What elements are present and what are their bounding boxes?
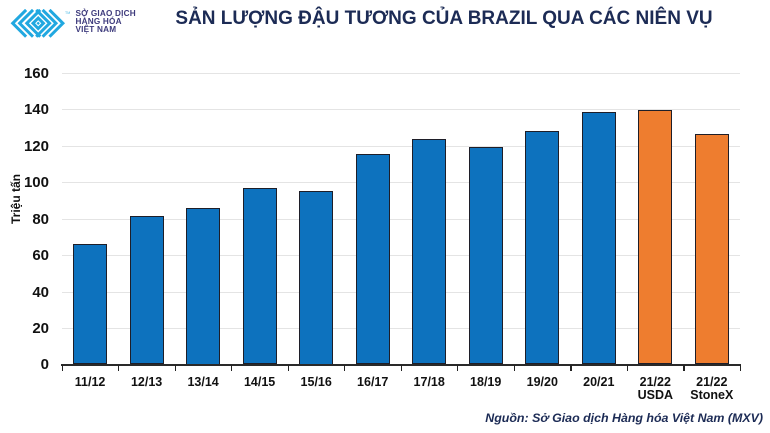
svg-text:TM: TM (65, 11, 70, 15)
